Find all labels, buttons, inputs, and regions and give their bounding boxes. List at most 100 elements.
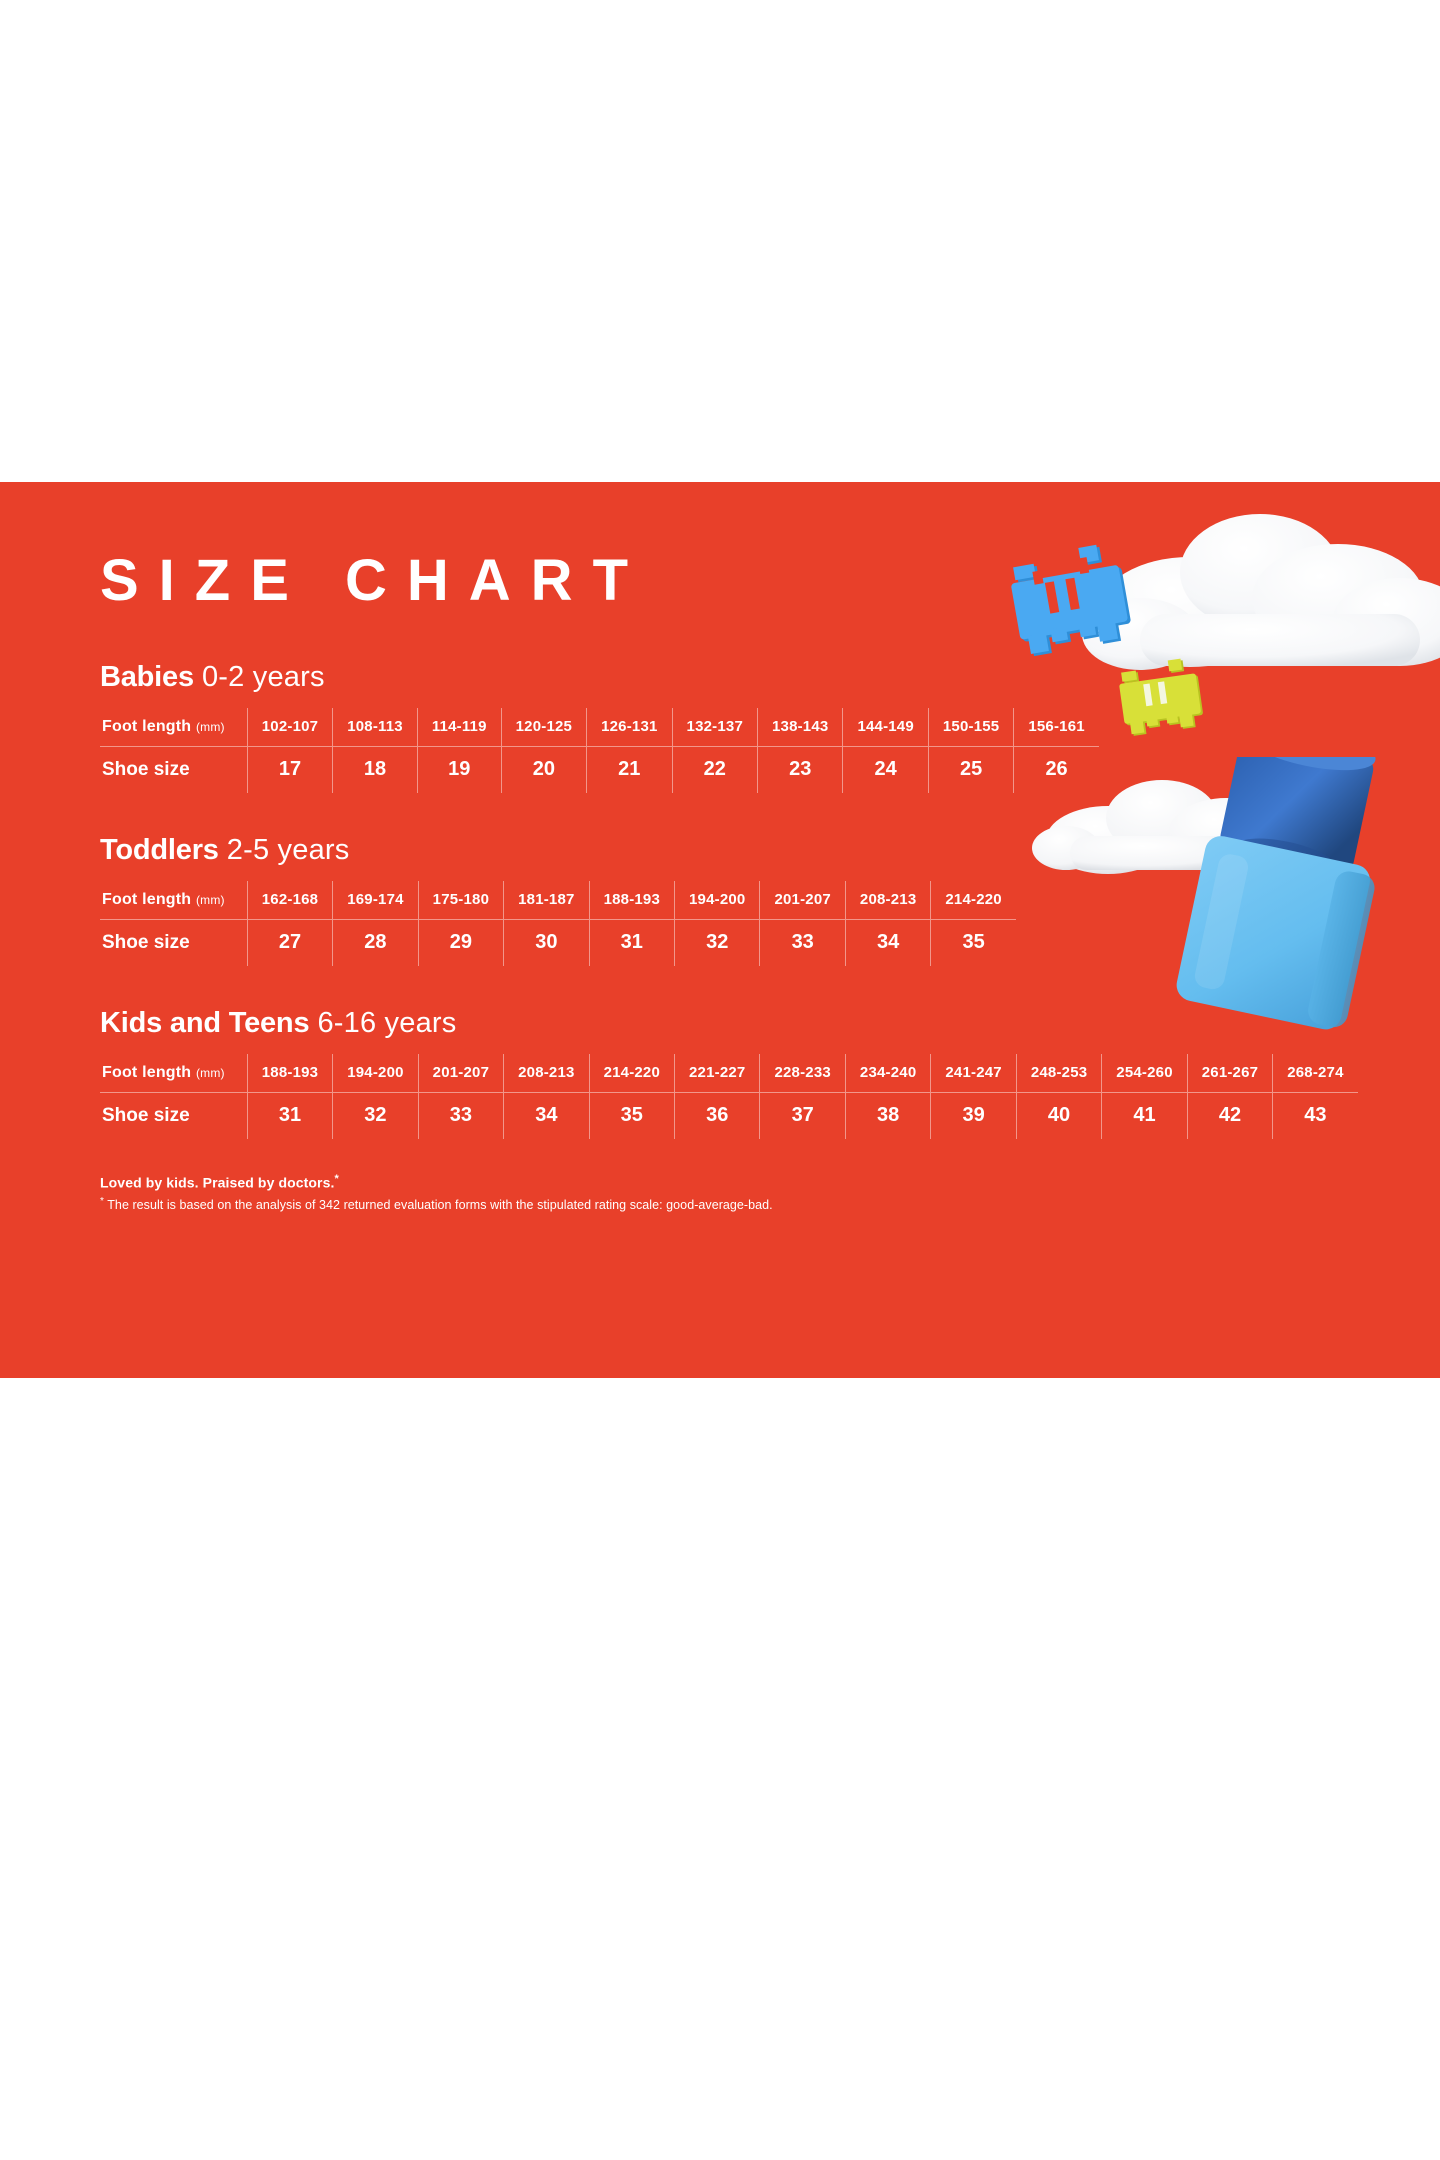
cell-shoe-size: 36 xyxy=(674,1091,760,1139)
row-label-shoe-size: Shoe size xyxy=(100,918,248,966)
cell-shoe-size: 18 xyxy=(332,745,418,793)
footer-tagline: Loved by kids. Praised by doctors.* xyxy=(100,1173,1340,1191)
cell-shoe-size: 29 xyxy=(417,918,504,966)
cell-foot-length: 248-253 xyxy=(1015,1053,1102,1093)
cell-foot-length: 138-143 xyxy=(756,707,843,747)
cell-foot-length: 214-220 xyxy=(930,880,1016,920)
table-row-shoe-size: Shoe size 17 18 19 20 21 22 23 24 25 26 xyxy=(100,745,1099,793)
cell-shoe-size: 31 xyxy=(588,918,675,966)
cell-foot-length: 175-180 xyxy=(417,880,504,920)
footnote-marker: * xyxy=(334,1172,339,1185)
section-age-babies: 0-2 years xyxy=(201,661,325,693)
table-row-foot-length: Foot length (mm) 188-193 194-200 201-207… xyxy=(100,1053,1358,1093)
size-table-kids-and-teens: Foot length (mm) 188-193 194-200 201-207… xyxy=(100,1053,1358,1139)
size-table-toddlers: Foot length (mm) 162-168 169-174 175-180… xyxy=(100,880,1016,966)
cell-foot-length: 169-174 xyxy=(332,880,419,920)
cell-shoe-size: 32 xyxy=(674,918,760,966)
cell-foot-length: 234-240 xyxy=(844,1053,931,1093)
footer-note: * The result is based on the analysis of… xyxy=(100,1196,1340,1212)
section-heading-kids-and-teens: Kids and Teens 6-16 years xyxy=(100,1006,1340,1040)
section-kids-and-teens: Kids and Teens 6-16 years Foot length (m… xyxy=(100,1006,1358,1139)
cell-shoe-size: 33 xyxy=(759,918,846,966)
foot-length-unit: (mm) xyxy=(195,892,225,907)
cell-foot-length: 208-213 xyxy=(503,1053,590,1093)
cell-foot-length: 162-168 xyxy=(246,880,333,920)
table-row-foot-length: Foot length (mm) 102-107 108-113 114-119… xyxy=(100,707,1099,747)
cell-foot-length: 102-107 xyxy=(246,707,333,747)
cell-foot-length: 194-200 xyxy=(674,880,760,920)
row-label-foot-length: Foot length (mm) xyxy=(100,708,247,747)
cell-foot-length: 156-161 xyxy=(1013,707,1099,747)
footnote-marker-note: * xyxy=(100,1196,104,1208)
cell-shoe-size: 31 xyxy=(246,1091,333,1139)
footer: Loved by kids. Praised by doctors.* * Th… xyxy=(100,1173,1340,1213)
cell-foot-length: 201-207 xyxy=(417,1053,504,1093)
cell-shoe-size: 28 xyxy=(332,918,419,966)
page-title: SIZE CHART xyxy=(100,548,648,613)
cell-foot-length: 144-149 xyxy=(842,707,929,747)
cell-foot-length: 132-137 xyxy=(671,707,758,747)
section-name-toddlers: Toddlers xyxy=(100,833,219,866)
size-chart-panel: SIZE CHART Babies 0-2 years Foot length … xyxy=(0,482,1440,1378)
table-row-foot-length: Foot length (mm) 162-168 169-174 175-180… xyxy=(100,880,1016,920)
row-label-shoe-size: Shoe size xyxy=(100,1091,248,1139)
cell-shoe-size: 42 xyxy=(1186,1091,1273,1139)
footer-tagline-text: Loved by kids. Praised by doctors. xyxy=(100,1174,335,1191)
foot-length-label: Foot length xyxy=(102,717,192,735)
cell-foot-length: 108-113 xyxy=(332,707,418,747)
cell-shoe-size: 32 xyxy=(332,1091,419,1139)
section-age-kids-and-teens: 6-16 years xyxy=(317,1006,457,1039)
section-heading-toddlers: Toddlers 2-5 years xyxy=(100,833,1340,867)
cell-shoe-size: 21 xyxy=(586,745,673,793)
section-heading-babies: Babies 0-2 years xyxy=(100,661,1340,694)
cell-shoe-size: 27 xyxy=(246,918,333,966)
cell-shoe-size: 17 xyxy=(246,745,333,793)
cell-shoe-size: 39 xyxy=(930,1091,1017,1139)
foot-length-label: Foot length xyxy=(102,1063,192,1081)
cell-foot-length: 221-227 xyxy=(674,1053,760,1093)
cell-shoe-size: 37 xyxy=(759,1091,846,1139)
cell-shoe-size: 26 xyxy=(1013,745,1099,793)
cell-foot-length: 150-155 xyxy=(927,707,1014,747)
cell-shoe-size: 33 xyxy=(417,1091,504,1139)
cell-foot-length: 228-233 xyxy=(759,1053,846,1093)
cell-foot-length: 268-274 xyxy=(1272,1053,1358,1093)
row-label-foot-length: Foot length (mm) xyxy=(100,1054,247,1093)
section-toddlers: Toddlers 2-5 years Foot length (mm) 162-… xyxy=(100,833,1340,966)
foot-length-unit: (mm) xyxy=(195,719,225,734)
cell-foot-length: 241-247 xyxy=(930,1053,1017,1093)
cell-shoe-size: 22 xyxy=(671,745,758,793)
cell-foot-length: 208-213 xyxy=(844,880,931,920)
section-age-toddlers: 2-5 years xyxy=(226,833,350,866)
size-table-babies: Foot length (mm) 102-107 108-113 114-119… xyxy=(100,707,1099,793)
cell-foot-length: 188-193 xyxy=(246,1053,333,1093)
cell-shoe-size: 20 xyxy=(500,745,587,793)
cell-shoe-size: 41 xyxy=(1101,1091,1188,1139)
row-label-foot-length: Foot length (mm) xyxy=(100,881,247,920)
section-babies: Babies 0-2 years Foot length (mm) 102-10… xyxy=(100,661,1340,793)
cell-foot-length: 120-125 xyxy=(500,707,587,747)
cell-shoe-size: 35 xyxy=(930,918,1016,966)
cell-foot-length: 114-119 xyxy=(416,707,502,747)
cell-foot-length: 181-187 xyxy=(503,880,590,920)
foot-length-label: Foot length xyxy=(102,890,192,908)
cell-shoe-size: 24 xyxy=(842,745,929,793)
cell-shoe-size: 25 xyxy=(927,745,1014,793)
section-name-kids-and-teens: Kids and Teens xyxy=(100,1006,310,1039)
cell-shoe-size: 23 xyxy=(756,745,843,793)
cell-foot-length: 201-207 xyxy=(759,880,846,920)
table-row-shoe-size: Shoe size 31 32 33 34 35 36 37 38 39 40 … xyxy=(100,1091,1358,1139)
table-row-shoe-size: Shoe size 27 28 29 30 31 32 33 34 35 xyxy=(100,918,1016,966)
row-label-shoe-size: Shoe size xyxy=(100,745,248,793)
cell-shoe-size: 34 xyxy=(503,1091,590,1139)
cell-shoe-size: 35 xyxy=(588,1091,675,1139)
cell-shoe-size: 19 xyxy=(416,745,502,793)
footer-note-text: The result is based on the analysis of 3… xyxy=(103,1198,773,1213)
cell-foot-length: 254-260 xyxy=(1101,1053,1188,1093)
section-name-babies: Babies xyxy=(100,661,194,693)
cell-shoe-size: 34 xyxy=(844,918,931,966)
cell-shoe-size: 40 xyxy=(1015,1091,1102,1139)
foot-length-unit: (mm) xyxy=(195,1065,225,1080)
cell-foot-length: 214-220 xyxy=(588,1053,675,1093)
cell-shoe-size: 43 xyxy=(1272,1091,1358,1139)
